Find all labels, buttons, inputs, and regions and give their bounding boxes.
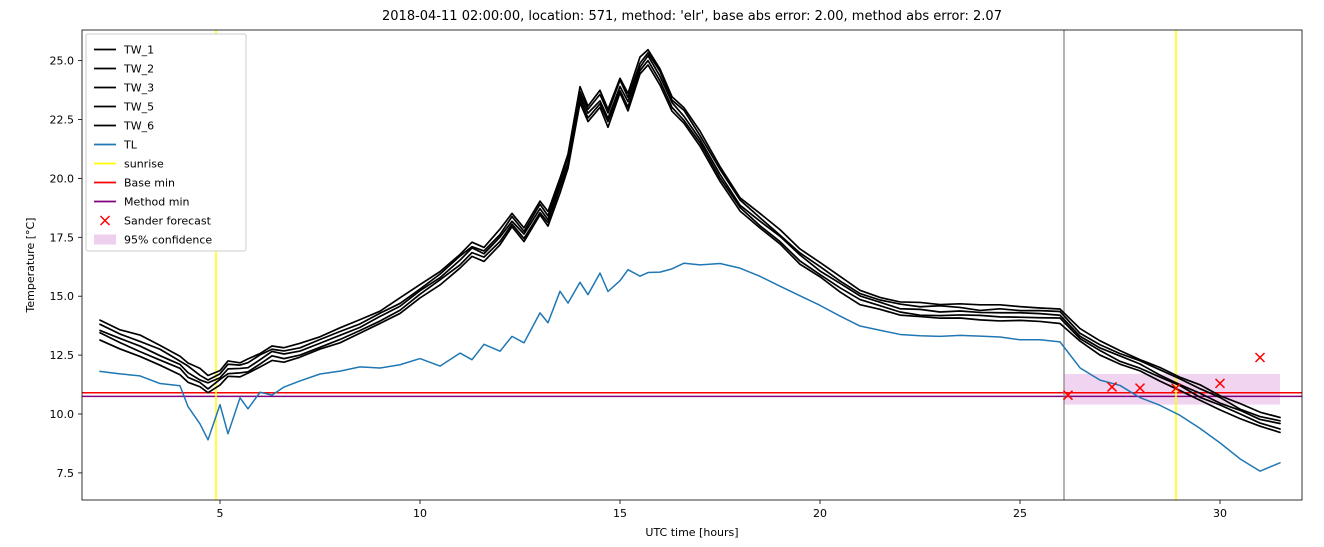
x-tick-label: 15 <box>613 507 627 520</box>
y-axis-label: Temperature [°C] <box>24 218 37 314</box>
y-tick-label: 15.0 <box>50 290 75 303</box>
legend-label: Method min <box>124 196 190 209</box>
legend-label: 95% confidence <box>124 234 212 247</box>
y-tick-label: 12.5 <box>50 349 75 362</box>
legend-label: TW_3 <box>123 82 154 95</box>
y-tick-label: 20.0 <box>50 172 75 185</box>
y-tick-label: 25.0 <box>50 55 75 68</box>
legend-label: sunrise <box>124 158 164 171</box>
y-tick-label: 7.5 <box>57 467 75 480</box>
y-tick-label: 17.5 <box>50 231 75 244</box>
x-axis-label: UTC time [hours] <box>645 526 738 539</box>
chart-title: 2018-04-11 02:00:00, location: 571, meth… <box>382 9 1002 24</box>
x-tick-label: 5 <box>217 507 224 520</box>
legend-label: Sander forecast <box>124 215 212 228</box>
x-tick-label: 10 <box>413 507 427 520</box>
x-tick-label: 25 <box>1013 507 1027 520</box>
x-tick-label: 30 <box>1213 507 1227 520</box>
line-chart: 5 10 15 20 25 30 UTC time [hours] 7.5 10.0 12.5 15… <box>0 0 1324 547</box>
legend-label: TW_2 <box>123 63 154 76</box>
y-tick-label: 22.5 <box>50 114 75 127</box>
legend: TW_1 TW_2 TW_3 TW_5 TW_6 TL sunrise Base min Met… <box>86 34 246 251</box>
legend-label: TW_1 <box>123 44 154 57</box>
legend-label: TW_6 <box>123 120 154 133</box>
x-tick-label: 20 <box>813 507 827 520</box>
y-tick-label: 10.0 <box>50 408 75 421</box>
legend-label: TL <box>123 139 138 152</box>
legend-label: Base min <box>124 177 175 190</box>
legend-label: TW_5 <box>123 101 154 114</box>
chart-container: 5 10 15 20 25 30 UTC time [hours] 7.5 10.0 12.5 15… <box>0 0 1324 547</box>
